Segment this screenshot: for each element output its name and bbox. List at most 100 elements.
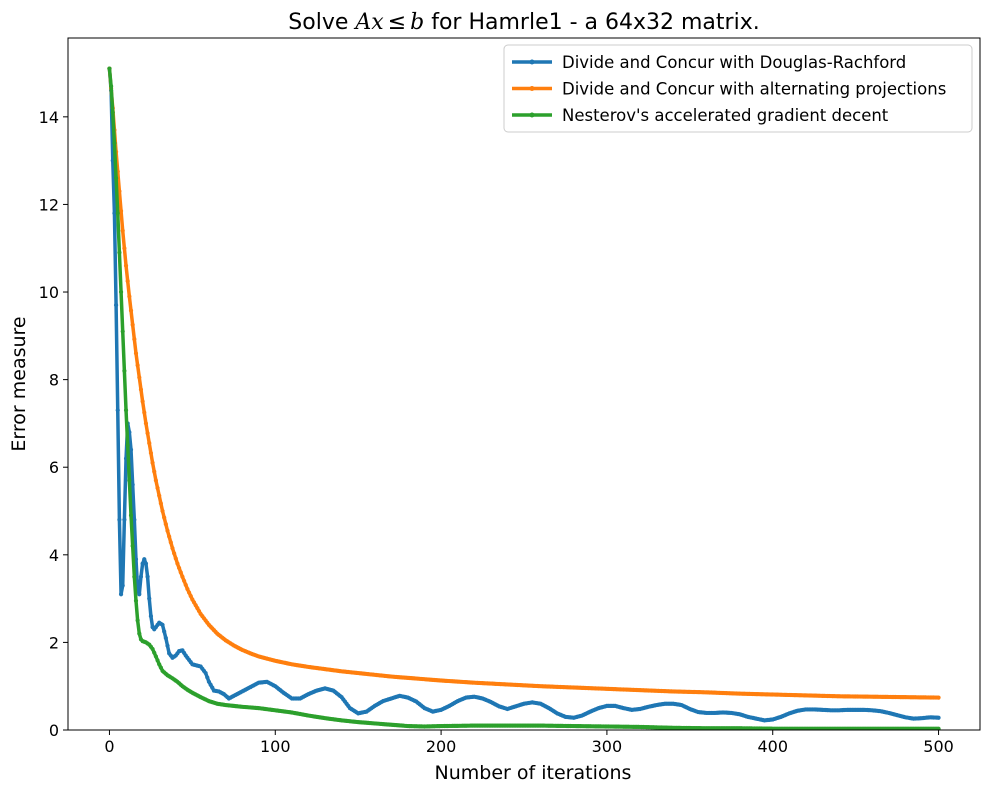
x-tick-label: 200 [426, 737, 457, 756]
data-point [128, 447, 134, 452]
x-axis-label: Number of iterations [435, 762, 632, 784]
data-point [118, 208, 124, 214]
legend-marker-3 [529, 112, 535, 118]
data-point [118, 289, 124, 295]
axes: 0 100 200 300 400 500 0 2 4 6 8 10 12 14 [39, 37, 981, 756]
plot-area [107, 66, 941, 730]
y-axis-label: Error measure [8, 316, 30, 451]
data-point [110, 110, 115, 115]
data-point [158, 501, 163, 506]
data-point [175, 561, 180, 566]
data-point [936, 695, 941, 700]
data-point [936, 715, 941, 720]
chart-title: Solve Ax ≤ b for Hamrle1 - a 64x32 matrix. [288, 10, 759, 35]
data-point [181, 578, 187, 583]
x-axis-ticks: 0 100 200 300 400 500 [104, 730, 954, 756]
data-point [205, 675, 210, 680]
data-point [172, 551, 177, 556]
x-tick-label: 400 [757, 737, 788, 756]
legend-marker-2 [529, 86, 535, 91]
data-point [185, 586, 190, 592]
data-point [138, 387, 144, 392]
series-markers-1 [107, 66, 941, 723]
data-point [186, 590, 192, 595]
data-point [148, 614, 154, 619]
data-point [130, 543, 135, 549]
data-point [153, 478, 158, 483]
data-point [107, 66, 112, 71]
x-tick-label: 100 [260, 737, 291, 756]
series-line-2 [107, 66, 941, 700]
data-point [177, 565, 182, 571]
data-point [127, 478, 132, 483]
data-point [137, 592, 142, 597]
axes-frame [67, 37, 981, 731]
data-point [148, 450, 154, 456]
y-tick-label: 6 [49, 458, 59, 477]
data-point [128, 308, 134, 313]
data-point [147, 596, 152, 601]
data-point [112, 141, 117, 146]
data-point [160, 508, 165, 514]
data-point [127, 294, 132, 299]
legend-marker-1 [529, 59, 535, 65]
data-point [118, 592, 124, 597]
data-point [157, 493, 162, 498]
data-point [155, 658, 160, 663]
data-point [130, 322, 135, 327]
y-axis-ticks: 0 2 4 6 8 10 12 14 [39, 108, 68, 740]
data-point [160, 622, 165, 627]
data-point [143, 561, 149, 566]
y-tick-label: 10 [39, 283, 59, 302]
data-point [143, 421, 149, 426]
series-line-1 [107, 66, 941, 723]
data-point [188, 593, 193, 599]
data-point [122, 246, 127, 251]
legend-label-1: Divide and Concur with Douglas-Rachford [562, 53, 906, 72]
data-point [132, 337, 137, 342]
data-point [128, 513, 134, 518]
data-point [135, 363, 140, 368]
data-point [180, 574, 185, 579]
data-point [115, 211, 120, 216]
data-point [125, 278, 130, 284]
series-markers-3 [107, 66, 941, 730]
legend-box [503, 44, 973, 133]
data-point [125, 443, 130, 448]
series-line-3 [107, 66, 941, 730]
data-point [183, 582, 188, 587]
data-point [120, 228, 125, 233]
data-point [123, 408, 129, 413]
data-point [140, 399, 145, 404]
data-point [117, 250, 122, 255]
y-tick-label: 8 [49, 371, 59, 390]
data-point [120, 329, 125, 334]
data-point [137, 375, 142, 380]
y-tick-label: 14 [39, 108, 59, 127]
data-point [170, 546, 175, 551]
data-point [122, 517, 127, 522]
data-point [168, 540, 173, 545]
data-point [153, 654, 158, 659]
data-point [167, 534, 172, 539]
data-point [173, 556, 178, 561]
data-point [147, 441, 152, 446]
y-tick-label: 0 [49, 721, 59, 740]
y-tick-label: 4 [49, 546, 59, 565]
data-point [150, 460, 155, 465]
data-point [123, 263, 129, 268]
data-point [165, 528, 170, 533]
x-tick-label: 0 [104, 737, 114, 756]
data-point [140, 561, 145, 566]
data-point [117, 517, 122, 522]
data-point [178, 570, 183, 575]
data-point [142, 410, 147, 415]
data-point [122, 368, 127, 373]
data-point [130, 482, 135, 487]
data-point [152, 469, 157, 474]
data-point [138, 574, 144, 579]
data-point [113, 303, 119, 308]
data-point [113, 176, 119, 181]
data-point [109, 84, 114, 89]
